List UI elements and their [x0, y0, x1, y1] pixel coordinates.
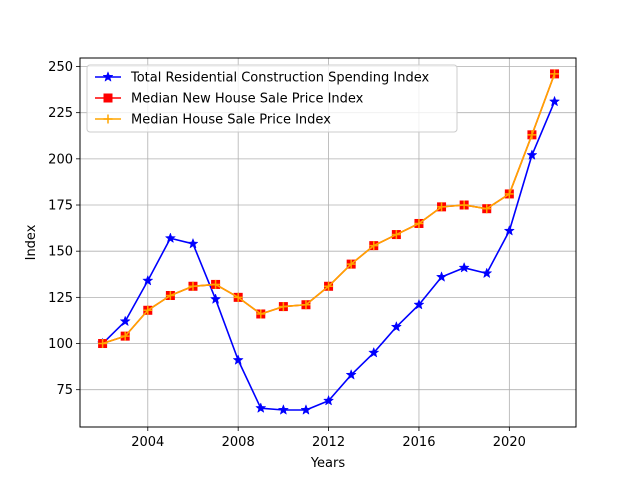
- data-point: [211, 279, 221, 289]
- data-point: [300, 404, 312, 415]
- y-tick-label: 175: [48, 199, 73, 214]
- legend-item: Total Residential Construction Spending …: [95, 71, 429, 86]
- data-point: [188, 281, 198, 291]
- data-point: [459, 200, 469, 210]
- y-tick-label: 250: [48, 60, 73, 75]
- data-point: [209, 293, 222, 304]
- y-tick-label: 150: [48, 245, 73, 260]
- series-3: [98, 69, 560, 349]
- data-point: [187, 237, 199, 249]
- x-tick-label: 2016: [402, 435, 435, 450]
- data-point: [458, 261, 470, 273]
- data-point: [164, 232, 177, 244]
- legend-swatch-marker: [103, 114, 113, 124]
- plot-frame: [79, 57, 577, 428]
- y-tick-label: 100: [48, 337, 73, 352]
- data-point: [368, 346, 380, 358]
- data-point: [527, 130, 537, 140]
- data-point: [346, 259, 356, 269]
- data-point: [256, 309, 266, 319]
- data-point: [437, 202, 447, 212]
- data-point: [119, 315, 131, 327]
- data-point: [414, 218, 424, 228]
- data-point: [413, 298, 425, 310]
- data-point: [526, 149, 538, 160]
- data-point: [369, 241, 379, 251]
- legend-swatch-marker: [103, 93, 113, 103]
- data-point: [324, 281, 334, 291]
- data-point: [435, 271, 448, 282]
- legend-swatch-marker: [102, 71, 114, 82]
- y-tick-label: 125: [48, 291, 73, 306]
- data-point: [255, 402, 267, 413]
- data-point: [98, 339, 108, 349]
- data-point: [165, 291, 175, 301]
- legend-box: [86, 64, 458, 133]
- y-axis-label: Index: [24, 224, 39, 260]
- data-point: [481, 267, 493, 279]
- data-point: [503, 224, 515, 236]
- data-point: [143, 305, 153, 315]
- data-point: [482, 204, 492, 214]
- data-point: [390, 320, 402, 332]
- legend: Total Residential Construction Spending …: [86, 64, 458, 133]
- data-point: [233, 292, 243, 302]
- x-tick-label: 2004: [131, 435, 164, 450]
- y-tick-label: 200: [48, 152, 73, 167]
- legend-label: Median House Sale Price Index: [131, 113, 331, 128]
- series-group: [96, 69, 561, 415]
- data-point: [504, 189, 514, 199]
- data-point: [142, 274, 154, 286]
- x-tick-label: 2008: [222, 435, 255, 450]
- legend-item: Median New House Sale Price Index: [95, 92, 364, 107]
- data-point: [120, 331, 130, 341]
- axis-ticks: 2004 2008 2012 2016 2020 75 100 125 150 175 200 225…: [48, 60, 526, 450]
- legend-label: Total Residential Construction Spending …: [130, 71, 429, 86]
- data-point: [278, 302, 288, 312]
- data-point: [322, 394, 335, 406]
- data-point: [277, 404, 289, 415]
- data-point: [345, 369, 357, 380]
- data-point: [550, 69, 560, 79]
- data-point: [301, 300, 311, 310]
- x-axis-label: Years: [310, 456, 346, 471]
- data-point: [548, 95, 561, 107]
- y-tick-label: 75: [56, 383, 73, 398]
- legend-label: Median New House Sale Price Index: [131, 92, 364, 107]
- data-point: [391, 230, 401, 240]
- y-tick-label: 225: [48, 106, 73, 121]
- x-tick-label: 2012: [312, 435, 345, 450]
- data-point: [232, 354, 244, 365]
- x-tick-label: 2020: [493, 435, 526, 450]
- series-1: [96, 95, 561, 415]
- legend-item: Median House Sale Price Index: [95, 113, 331, 128]
